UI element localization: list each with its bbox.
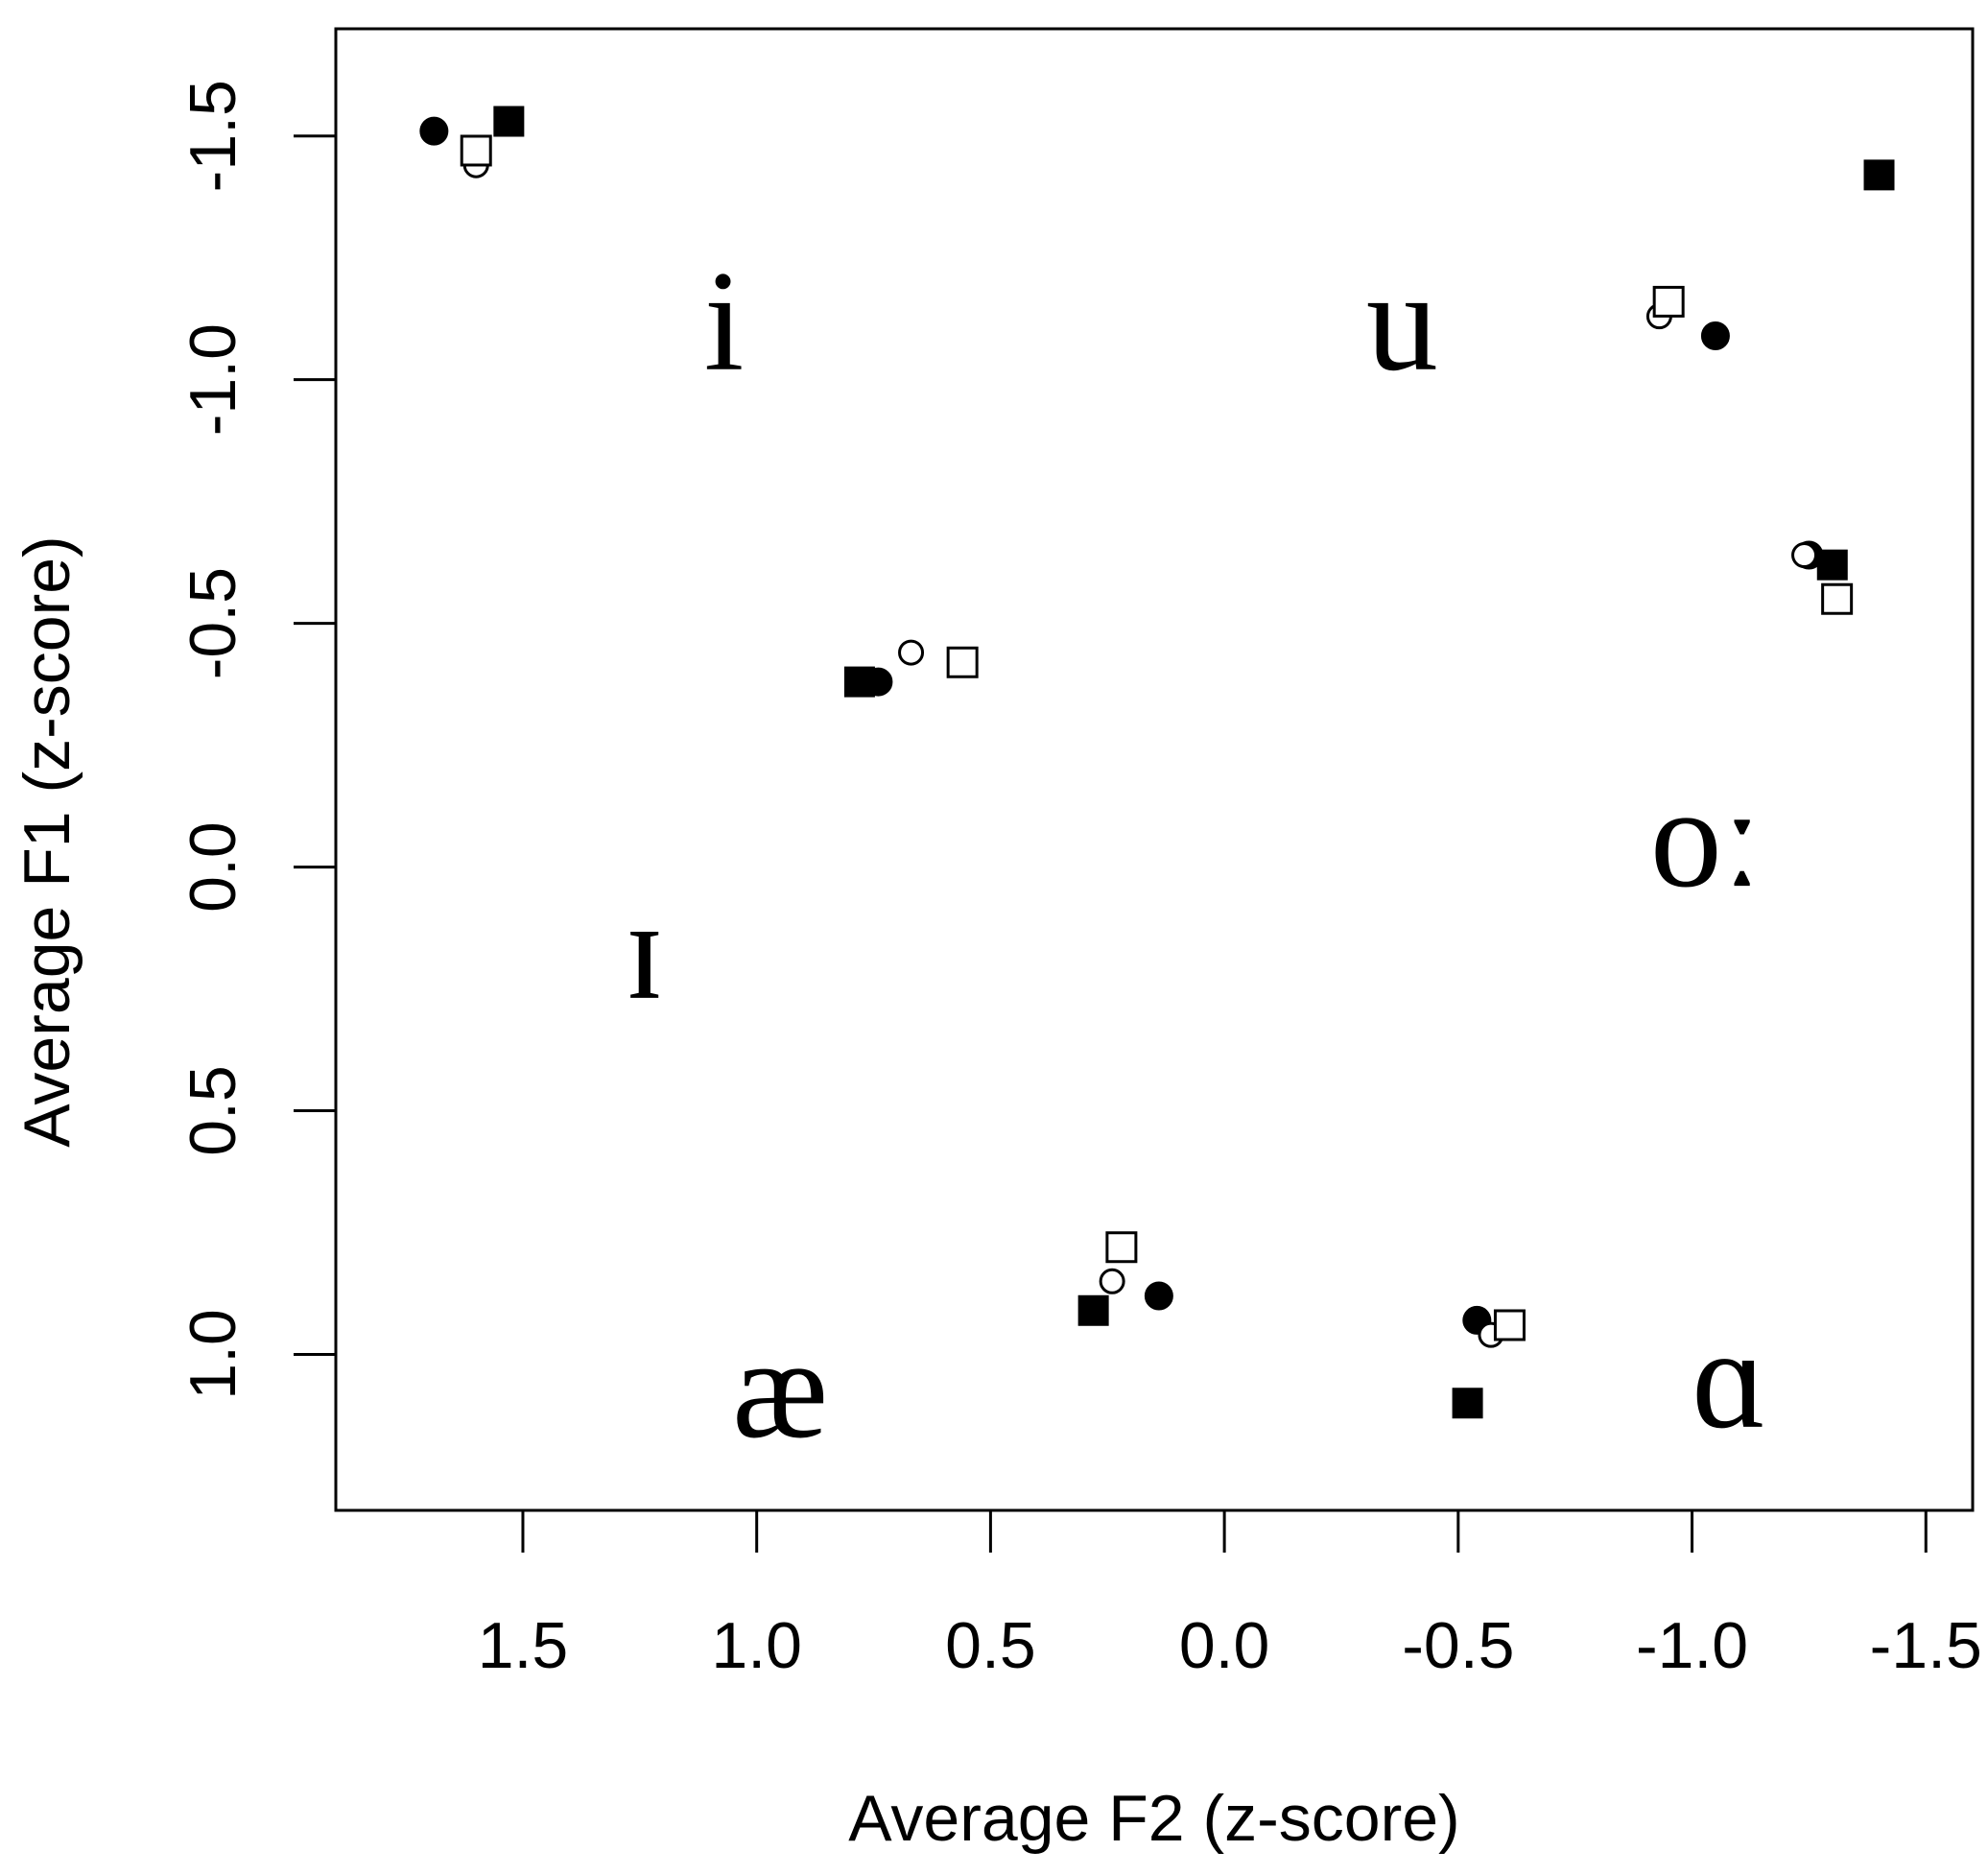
data-point-open-circle bbox=[898, 639, 925, 666]
vowel-label: ɑ bbox=[1692, 1299, 1766, 1459]
y-tick-label: -1.0 bbox=[177, 323, 249, 436]
x-axis-title: Average F2 (z-score) bbox=[848, 1782, 1459, 1855]
y-axis: -1.5 -1.0 -0.5 0.0 0.5 1.0 bbox=[177, 80, 336, 1400]
data-point-open-circle bbox=[1099, 1268, 1125, 1294]
x-tick-label: -1.0 bbox=[1636, 1609, 1748, 1682]
data-point-filled-circle bbox=[1144, 1281, 1173, 1311]
data-point-open-square bbox=[1493, 1309, 1526, 1341]
x-tick-label: -1.5 bbox=[1870, 1609, 1982, 1682]
y-tick-label: 0.5 bbox=[177, 1065, 249, 1156]
data-points bbox=[419, 106, 1895, 1419]
data-point-open-circle bbox=[1791, 542, 1818, 569]
data-point-open-square bbox=[460, 134, 492, 167]
data-point-filled-circle bbox=[1700, 320, 1730, 350]
data-point-filled-square bbox=[1077, 1294, 1109, 1326]
data-point-filled-square bbox=[493, 106, 525, 137]
data-point-open-square bbox=[1105, 1231, 1138, 1264]
y-axis-title: Average F1 (z-score) bbox=[11, 535, 83, 1147]
vowel-label: ɪ bbox=[625, 870, 665, 1030]
vowel-label: u bbox=[1366, 242, 1438, 401]
x-tick-label: -0.5 bbox=[1402, 1609, 1514, 1682]
vowel-label: i bbox=[704, 242, 745, 401]
data-point-filled-square bbox=[1452, 1388, 1483, 1419]
x-tick-label: 0.5 bbox=[945, 1609, 1036, 1682]
vowel-label: oː bbox=[1650, 758, 1763, 917]
vowel-label: æ bbox=[732, 1309, 828, 1468]
y-tick-label: -1.5 bbox=[177, 80, 249, 192]
x-tick-label: 1.5 bbox=[478, 1609, 569, 1682]
data-point-filled-square bbox=[843, 666, 875, 698]
y-tick-label: -0.5 bbox=[177, 567, 249, 679]
data-point-open-square bbox=[946, 646, 979, 678]
data-point-open-square bbox=[1652, 285, 1685, 318]
plot-frame bbox=[334, 27, 1975, 1512]
x-tick-label: 1.0 bbox=[711, 1609, 802, 1682]
data-point-filled-circle bbox=[419, 116, 449, 146]
vowel-labels: i u ɪ oː æ ɑ bbox=[625, 242, 1767, 1468]
data-point-filled-square bbox=[1816, 549, 1848, 581]
y-tick-label: 0.0 bbox=[177, 821, 249, 913]
data-point-filled-square bbox=[1863, 159, 1895, 191]
x-axis: 1.5 1.0 0.5 0.0 -0.5 -1.0 -1.5 bbox=[478, 1510, 1982, 1682]
data-point-open-square bbox=[1821, 582, 1854, 615]
x-tick-label: 0.0 bbox=[1179, 1609, 1270, 1682]
y-tick-label: 1.0 bbox=[177, 1309, 249, 1400]
